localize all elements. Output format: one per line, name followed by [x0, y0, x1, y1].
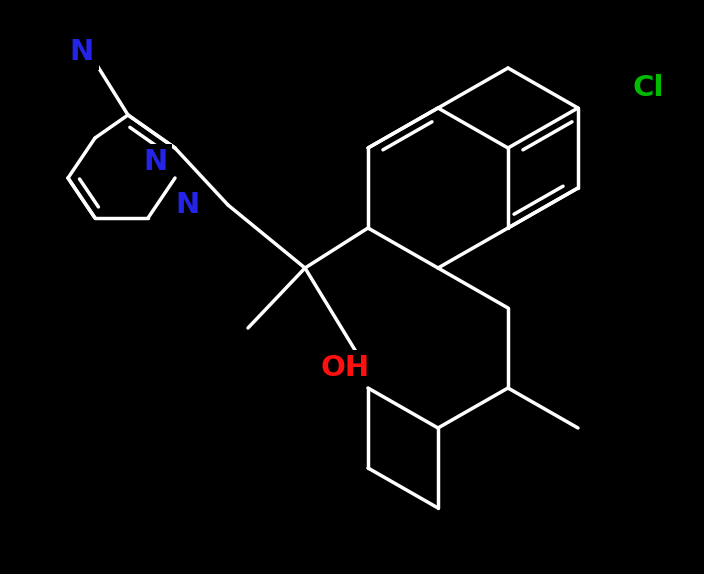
Text: Cl: Cl [632, 74, 664, 102]
Text: OH: OH [320, 354, 370, 382]
Text: N: N [143, 148, 167, 176]
Text: N: N [175, 191, 199, 219]
Text: N: N [70, 38, 94, 66]
